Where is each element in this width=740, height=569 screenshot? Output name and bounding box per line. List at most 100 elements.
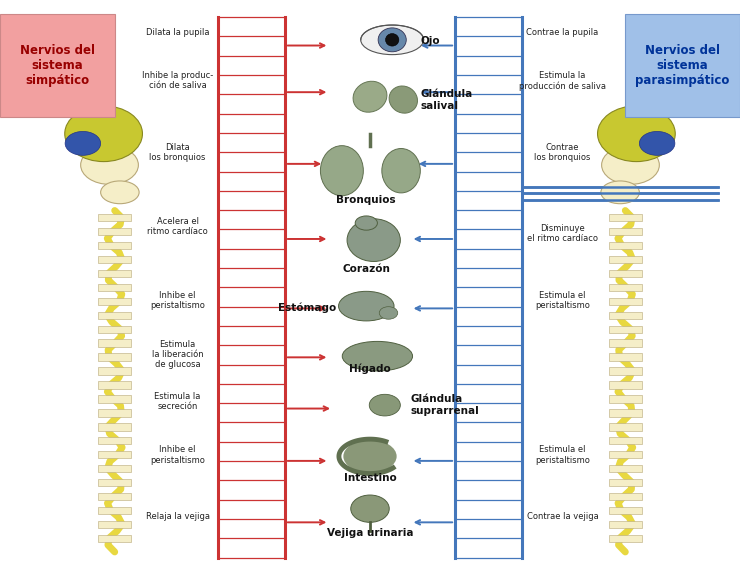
Bar: [609, 507, 642, 514]
Text: Estimula el
peristaltismo: Estimula el peristaltismo: [535, 291, 590, 310]
Ellipse shape: [598, 106, 676, 162]
Bar: [98, 368, 131, 375]
Ellipse shape: [343, 341, 413, 371]
Text: Contrae la pupila: Contrae la pupila: [526, 28, 599, 37]
Text: Contrae
los bronquios: Contrae los bronquios: [534, 143, 591, 162]
Ellipse shape: [602, 146, 659, 184]
Text: Intestino: Intestino: [343, 473, 397, 483]
Bar: [98, 298, 131, 305]
Bar: [98, 256, 131, 263]
Bar: [98, 353, 131, 361]
Text: Estimula
la liberación
de glucosa: Estimula la liberación de glucosa: [152, 340, 204, 369]
Text: Dilata la pupila: Dilata la pupila: [146, 28, 209, 37]
Ellipse shape: [347, 219, 400, 262]
Text: Acelera el
ritmo cardíaco: Acelera el ritmo cardíaco: [147, 217, 208, 236]
Bar: [609, 381, 642, 389]
Text: Hígado: Hígado: [349, 364, 391, 374]
Bar: [609, 395, 642, 403]
Bar: [98, 395, 131, 403]
Bar: [98, 437, 131, 444]
Bar: [98, 381, 131, 389]
Bar: [98, 340, 131, 347]
Ellipse shape: [101, 181, 139, 204]
Bar: [609, 214, 642, 221]
Text: Vejiga urinaria: Vejiga urinaria: [327, 528, 413, 538]
Bar: [609, 256, 642, 263]
Ellipse shape: [389, 86, 417, 113]
Ellipse shape: [320, 146, 363, 196]
Text: Bronquios: Bronquios: [337, 195, 396, 205]
FancyBboxPatch shape: [0, 14, 115, 117]
Bar: [609, 228, 642, 236]
Text: Disminuye
el ritmo cardíaco: Disminuye el ritmo cardíaco: [527, 224, 598, 243]
Bar: [609, 493, 642, 500]
Bar: [98, 325, 131, 333]
Bar: [98, 465, 131, 472]
Text: Estimula el
peristaltismo: Estimula el peristaltismo: [535, 446, 590, 465]
Bar: [609, 451, 642, 459]
Text: Nervios del
sistema
simpático: Nervios del sistema simpático: [20, 44, 95, 87]
Bar: [609, 325, 642, 333]
Bar: [609, 270, 642, 277]
FancyBboxPatch shape: [625, 14, 740, 117]
Ellipse shape: [339, 291, 394, 321]
Bar: [98, 228, 131, 236]
Ellipse shape: [353, 81, 387, 112]
Text: Inhibe el
peristaltismo: Inhibe el peristaltismo: [150, 446, 205, 465]
Text: Ojo: Ojo: [420, 36, 440, 46]
Text: Contrae la vejiga: Contrae la vejiga: [527, 512, 598, 521]
Bar: [98, 493, 131, 500]
Bar: [98, 507, 131, 514]
Text: Estómago: Estómago: [278, 302, 337, 312]
Ellipse shape: [351, 495, 389, 522]
Bar: [609, 340, 642, 347]
Bar: [609, 535, 642, 542]
Bar: [98, 479, 131, 486]
Ellipse shape: [343, 440, 397, 473]
Text: Nervios del
sistema
parasimpático: Nervios del sistema parasimpático: [636, 44, 730, 87]
Bar: [609, 479, 642, 486]
Ellipse shape: [369, 394, 400, 416]
Bar: [98, 312, 131, 319]
Text: Inhibe la produc-
ción de saliva: Inhibe la produc- ción de saliva: [142, 71, 213, 90]
Ellipse shape: [380, 307, 398, 319]
Bar: [98, 270, 131, 277]
Bar: [98, 451, 131, 459]
Ellipse shape: [65, 106, 143, 162]
Ellipse shape: [386, 34, 399, 46]
Bar: [609, 423, 642, 431]
Text: Glándula
salival: Glándula salival: [420, 89, 473, 111]
Text: Dilata
los bronquios: Dilata los bronquios: [149, 143, 206, 162]
Text: Glándula
suprarrenal: Glándula suprarrenal: [411, 394, 480, 416]
Ellipse shape: [378, 28, 406, 52]
Bar: [98, 284, 131, 291]
Bar: [98, 242, 131, 249]
Bar: [98, 409, 131, 417]
Text: Estimula la
producción de saliva: Estimula la producción de saliva: [519, 71, 606, 91]
Bar: [609, 521, 642, 528]
Bar: [609, 368, 642, 375]
Bar: [609, 312, 642, 319]
Bar: [609, 284, 642, 291]
Bar: [98, 214, 131, 221]
Bar: [609, 298, 642, 305]
Ellipse shape: [601, 181, 639, 204]
Bar: [98, 423, 131, 431]
Bar: [609, 409, 642, 417]
Text: Inhibe el
peristaltismo: Inhibe el peristaltismo: [150, 291, 205, 310]
Ellipse shape: [639, 131, 675, 155]
Bar: [609, 353, 642, 361]
Text: Relaja la vejiga: Relaja la vejiga: [146, 512, 209, 521]
Bar: [609, 437, 642, 444]
Bar: [98, 521, 131, 528]
Ellipse shape: [81, 146, 138, 184]
Ellipse shape: [361, 25, 424, 55]
Ellipse shape: [65, 131, 101, 155]
Bar: [609, 465, 642, 472]
Text: Estimula la
secreción: Estimula la secreción: [155, 392, 201, 411]
Bar: [98, 535, 131, 542]
Ellipse shape: [355, 216, 377, 230]
Bar: [609, 242, 642, 249]
Text: Corazón: Corazón: [343, 263, 390, 274]
Ellipse shape: [382, 149, 420, 193]
